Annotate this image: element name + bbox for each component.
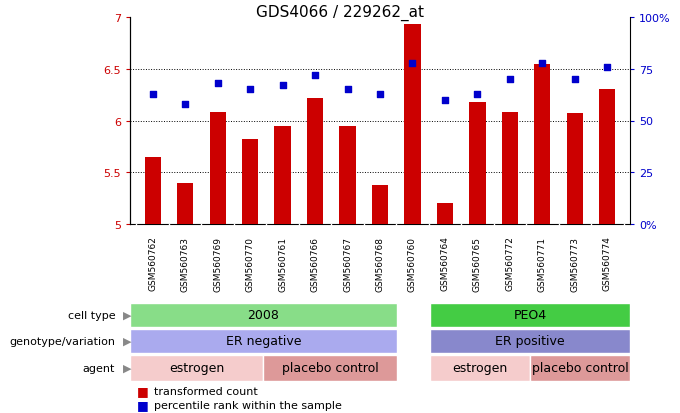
Point (439, 97, 450, 104)
Text: GSM560770: GSM560770 (245, 236, 254, 291)
Text: GSM560766: GSM560766 (311, 236, 320, 291)
Text: GSM560771: GSM560771 (538, 236, 547, 291)
Point (245, 87, 256, 93)
Bar (405, 25, 421, 224)
Text: ■: ■ (137, 399, 148, 411)
Text: GSM560762: GSM560762 (148, 236, 157, 291)
FancyBboxPatch shape (430, 355, 530, 381)
Text: GSM560774: GSM560774 (602, 236, 612, 291)
Point (277, 83, 288, 89)
Bar (566, 114, 583, 224)
Text: GSM560772: GSM560772 (505, 236, 514, 291)
Text: 2008: 2008 (248, 309, 279, 322)
FancyBboxPatch shape (530, 355, 630, 381)
Bar (437, 204, 453, 224)
Text: agent: agent (83, 363, 115, 373)
Text: PEO4: PEO4 (513, 309, 547, 322)
FancyBboxPatch shape (263, 355, 396, 381)
Text: ▶: ▶ (123, 336, 132, 346)
Bar (307, 98, 323, 224)
Point (407, 60, 418, 66)
Bar (502, 113, 518, 224)
Bar (339, 126, 356, 224)
Bar (372, 185, 388, 224)
Point (505, 76, 515, 83)
Text: ▶: ▶ (123, 310, 132, 320)
Bar (469, 102, 486, 224)
Text: GDS4066 / 229262_at: GDS4066 / 229262_at (256, 5, 424, 21)
Bar (242, 140, 258, 224)
Point (472, 91, 483, 97)
Point (180, 101, 190, 108)
Point (309, 72, 320, 79)
Point (148, 91, 158, 97)
Point (569, 76, 580, 83)
FancyBboxPatch shape (430, 303, 630, 327)
Bar (177, 183, 193, 224)
Text: GSM560773: GSM560773 (571, 236, 579, 291)
Text: genotype/variation: genotype/variation (10, 336, 115, 346)
Text: GSM560763: GSM560763 (181, 236, 190, 291)
Point (375, 91, 386, 97)
Text: estrogen: estrogen (452, 362, 508, 375)
Point (342, 87, 353, 93)
Text: ER negative: ER negative (226, 335, 301, 348)
Bar (145, 157, 161, 224)
FancyBboxPatch shape (130, 303, 396, 327)
Text: cell type: cell type (67, 310, 115, 320)
Text: GSM560767: GSM560767 (343, 236, 352, 291)
Text: GSM560760: GSM560760 (408, 236, 417, 291)
FancyBboxPatch shape (430, 329, 630, 353)
Text: placebo control: placebo control (532, 362, 628, 375)
Text: GSM560768: GSM560768 (375, 236, 384, 291)
Text: transformed count: transformed count (154, 386, 258, 396)
Text: placebo control: placebo control (282, 362, 378, 375)
Point (602, 64, 613, 71)
Text: GSM560764: GSM560764 (441, 236, 449, 291)
Text: percentile rank within the sample: percentile rank within the sample (154, 400, 341, 410)
Text: GSM560769: GSM560769 (213, 236, 222, 291)
Bar (599, 90, 615, 224)
Text: ■: ■ (137, 385, 148, 398)
Bar (534, 64, 550, 224)
FancyBboxPatch shape (130, 329, 396, 353)
Text: ER positive: ER positive (495, 335, 565, 348)
Bar (209, 113, 226, 224)
Point (212, 81, 223, 87)
Text: ▶: ▶ (123, 363, 132, 373)
Point (537, 60, 548, 66)
FancyBboxPatch shape (130, 355, 263, 381)
Text: GSM560765: GSM560765 (473, 236, 482, 291)
Text: estrogen: estrogen (169, 362, 224, 375)
Bar (275, 126, 291, 224)
Text: GSM560761: GSM560761 (278, 236, 287, 291)
